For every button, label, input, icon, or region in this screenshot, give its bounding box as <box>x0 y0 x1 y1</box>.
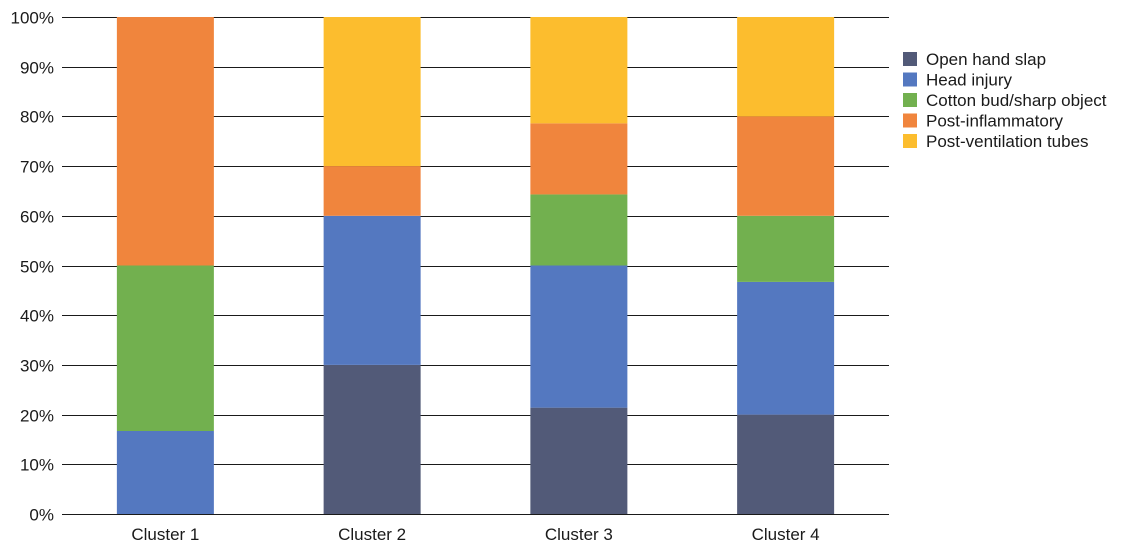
legend-swatch <box>903 93 917 107</box>
bar-segment <box>530 17 628 124</box>
y-axis-tick-labels: 0% 10% 20% 30% 40% 50% 60% 70% 80% 90% 100% <box>11 9 54 525</box>
x-category-label: Cluster 3 <box>545 525 613 544</box>
bar-segment <box>530 407 628 514</box>
bar-segment <box>116 265 214 432</box>
bar-segment <box>116 17 214 266</box>
legend-label: Post-inflammatory <box>926 112 1063 131</box>
y-tick-label: 30% <box>20 357 54 376</box>
bars <box>116 17 835 514</box>
bar-segment <box>737 281 835 415</box>
legend-swatch <box>903 72 917 87</box>
legend-label: Post-ventilation tubes <box>926 132 1089 151</box>
y-tick-label: 80% <box>20 108 54 127</box>
bar-segment <box>530 194 628 266</box>
legend-label: Cotton bud/sharp object <box>926 91 1107 110</box>
y-tick-label: 20% <box>20 407 54 426</box>
bar-segment <box>323 364 421 514</box>
y-tick-label: 0% <box>29 506 54 525</box>
y-tick-label: 100% <box>11 9 54 28</box>
x-category-label: Cluster 2 <box>338 525 406 544</box>
bar-segment <box>737 17 835 117</box>
bar-segment <box>323 166 421 216</box>
legend-swatch <box>903 134 917 148</box>
legend-swatch <box>903 113 917 128</box>
legend-label: Open hand slap <box>926 50 1046 69</box>
x-category-label: Cluster 4 <box>752 525 820 544</box>
x-axis-category-labels: Cluster 1 Cluster 2 Cluster 3 Cluster 4 <box>131 525 819 544</box>
bar-segment <box>323 215 421 365</box>
y-tick-label: 40% <box>20 307 54 326</box>
y-tick-label: 60% <box>20 208 54 227</box>
y-tick-label: 90% <box>20 59 54 78</box>
bar-segment <box>737 414 835 514</box>
bar-segment <box>530 123 628 195</box>
bar-segment <box>737 116 835 216</box>
bar-segment <box>116 431 214 514</box>
y-tick-label: 50% <box>20 258 54 277</box>
y-tick-label: 10% <box>20 456 54 475</box>
bar-segment <box>323 17 421 167</box>
bar-segment <box>737 215 835 282</box>
legend-swatch <box>903 52 917 66</box>
y-tick-label: 70% <box>20 158 54 177</box>
legend-label: Head injury <box>926 71 1012 90</box>
x-category-label: Cluster 1 <box>131 525 199 544</box>
bar-segment <box>530 265 628 408</box>
